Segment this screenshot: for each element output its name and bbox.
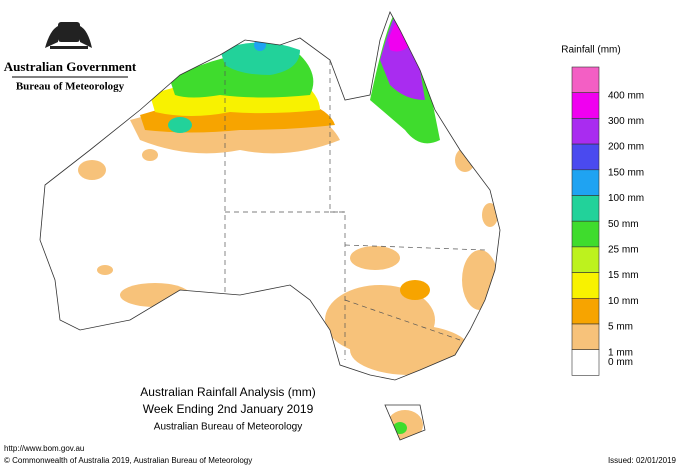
legend-swatch [571,118,600,145]
coastline [39,11,501,441]
legend-title: Rainfall (mm) [561,45,620,56]
legend-swatch [571,195,600,222]
legend-label: 100 mm [608,193,644,204]
legend-swatch [571,272,600,299]
bureau: Bureau of Meteorology [16,81,125,93]
legend-swatch [571,92,600,119]
legend-label: 15 mm [608,270,639,281]
legend-swatch [571,66,600,94]
caption-source: Australian Bureau of Meteorology [154,422,302,433]
caption-period: Week Ending 2nd January 2019 [143,402,314,416]
legend-swatch [571,169,600,196]
legend-label: 10 mm [608,296,639,307]
legend-swatch [571,297,600,325]
caption-title: Australian Rainfall Analysis (mm) [140,385,315,399]
issued: Issued: 02/01/2019 [608,456,677,465]
government: Australian Government [4,59,137,74]
legend-label: 200 mm [608,142,644,153]
legend-swatch [571,323,600,351]
legend-label: 0 mm [608,357,633,368]
crest [45,22,92,49]
legend: 400 mm 300 mm 200 mm 150 mm 100 mm 50 mm 25 mm… [571,66,644,376]
legend-label: 1 mm [608,347,633,358]
legend-swatch [571,246,600,273]
url: http://www.bom.gov.au [4,444,84,453]
legend-label: 25 mm [608,245,639,256]
legend-label: 5 mm [608,322,633,333]
copyright: © Commonwealth of Australia 2019, Austra… [4,456,252,465]
legend-swatch [571,143,600,171]
state-borders [224,60,486,360]
legend-swatch [571,220,600,248]
legend-swatch [571,349,600,376]
legend-label: 400 mm [608,90,644,101]
legend-label: 50 mm [608,219,639,230]
legend-label: 300 mm [608,116,644,127]
legend-label: 150 mm [608,167,644,178]
